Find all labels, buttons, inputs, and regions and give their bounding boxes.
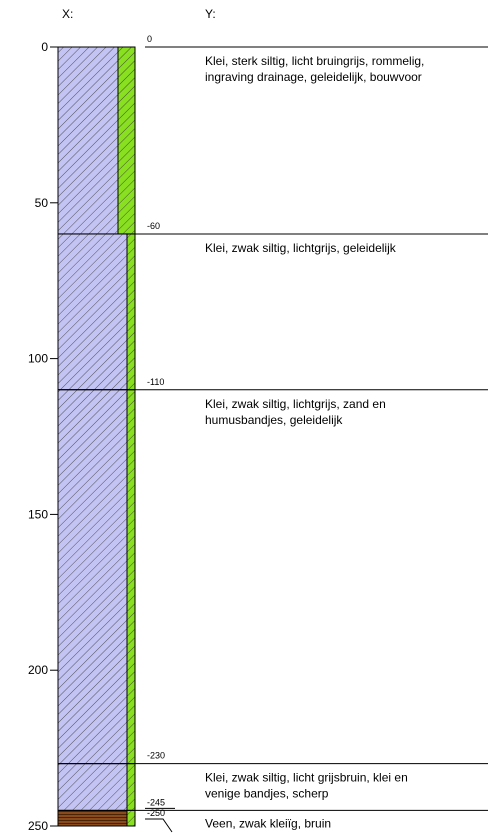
layer-strip-hatch: [117, 46, 136, 235]
layer-description: Klei, zwak siltig, lichtgrijs, geleideli…: [205, 241, 397, 255]
depth-label: -110: [147, 377, 164, 387]
depth-label: -230: [147, 751, 165, 761]
layer-hatch: [57, 809, 128, 827]
layer-strip-hatch: [126, 763, 136, 811]
layer-hatch: [57, 46, 119, 235]
layer-hatch: [57, 389, 128, 765]
y-tick-label: 150: [28, 507, 48, 521]
description-line: Klei, zwak siltig, lichtgrijs, geleideli…: [205, 241, 397, 255]
depth-label: -250: [147, 808, 165, 818]
layer-strip-hatch: [126, 389, 136, 765]
y-tick-label: 250: [28, 819, 48, 833]
layer-description: Klei, zwak siltig, lichtgrijs, zand en hu…: [205, 397, 386, 427]
y-tick-label: 100: [28, 352, 48, 366]
x-header: X:: [62, 7, 73, 21]
layer-description: Klei, sterk siltig, licht bruingrijs, ro…: [205, 54, 424, 84]
description-line: Klei, zwak siltig, lichtgrijs, zand en: [205, 397, 386, 411]
description-line: Veen, zwak kleiïg, bruin: [205, 816, 331, 830]
y-header: Y:: [205, 7, 216, 21]
layer-strip-hatch: [126, 809, 136, 827]
y-tick-label: 200: [28, 663, 48, 677]
depth-leader: [145, 818, 173, 833]
description-line: venige bandjes, scherp: [205, 787, 329, 801]
description-line: Klei, zwak siltig, licht grijsbruin, kle…: [205, 771, 408, 785]
y-tick-label: 0: [41, 40, 48, 54]
description-line: humusbandjes, geleidelijk: [205, 413, 343, 427]
description-line: ingraving drainage, geleidelijk, bouwvoo…: [205, 70, 422, 84]
layer-hatch: [57, 763, 128, 811]
description-line: Klei, sterk siltig, licht bruingrijs, ro…: [205, 54, 424, 68]
layer-description: Klei, zwak siltig, licht grijsbruin, kle…: [205, 771, 408, 801]
layer-description: Veen, zwak kleiïg, bruin: [205, 816, 331, 830]
layer-strip-hatch: [126, 233, 136, 391]
depth-label: -245: [147, 797, 165, 807]
depth-label: 0: [147, 34, 152, 44]
depth-label: -60: [147, 221, 160, 231]
y-tick-label: 50: [35, 196, 49, 210]
layer-hatch: [57, 233, 128, 391]
